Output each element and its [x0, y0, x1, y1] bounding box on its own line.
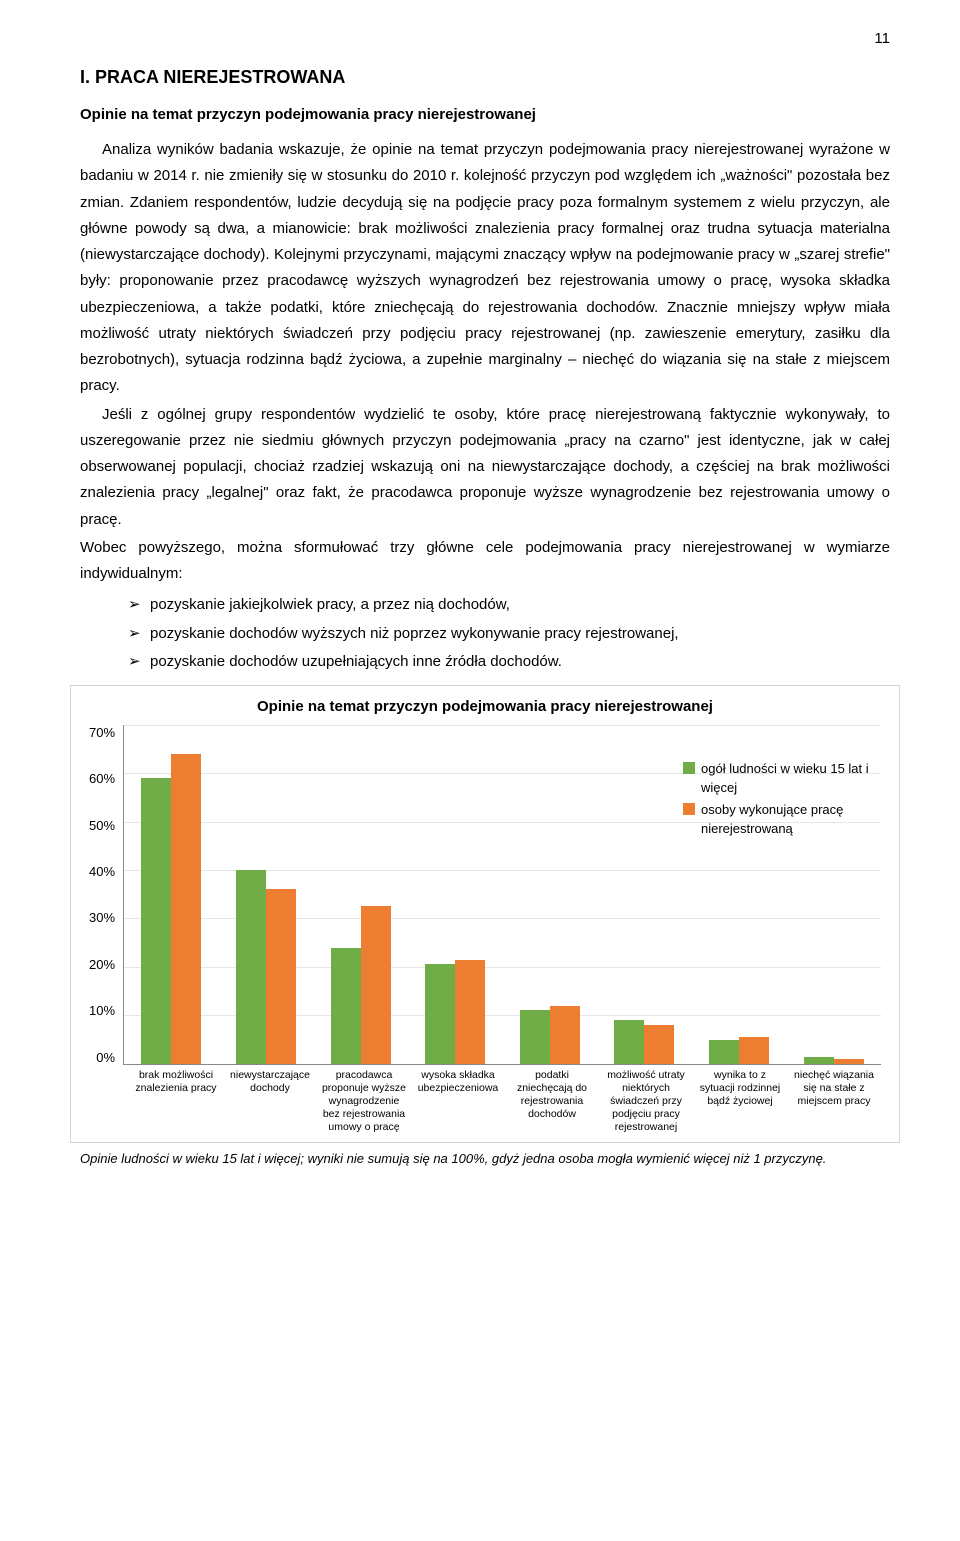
- y-tick-label: 70%: [89, 725, 115, 740]
- bar-group: [219, 725, 314, 1064]
- paragraph-3: Wobec powyższego, można sformułować trzy…: [80, 535, 890, 588]
- y-tick-label: 60%: [89, 771, 115, 786]
- bar: [331, 948, 361, 1064]
- y-tick-label: 50%: [89, 818, 115, 833]
- bar-group: [124, 725, 219, 1064]
- x-tick-label: brak możliwościznalezienia pracy: [129, 1069, 223, 1135]
- y-tick-label: 10%: [89, 1003, 115, 1018]
- paragraph-2: Jeśli z ogólnej grupy respondentów wydzi…: [80, 402, 890, 533]
- x-axis-labels: brak możliwościznalezienia pracyniewysta…: [89, 1069, 881, 1135]
- x-tick-label: wysoka składkaubezpieczeniowa: [411, 1069, 505, 1135]
- x-tick-label: możliwość utratyniektórychświadczeń przy…: [599, 1069, 693, 1135]
- x-tick-label: pracodawcaproponuje wyższewynagrodzenieb…: [317, 1069, 411, 1135]
- bullet-list: pozyskanie jakiejkolwiek pracy, a przez …: [80, 591, 890, 677]
- y-tick-label: 40%: [89, 864, 115, 879]
- chart-caption: Opinie ludności w wieku 15 lat i więcej;…: [80, 1149, 890, 1169]
- bar-group: [692, 725, 787, 1064]
- y-tick-label: 0%: [96, 1050, 115, 1065]
- bar: [520, 1010, 550, 1063]
- bullet-item: pozyskanie dochodów wyższych niż poprzez…: [128, 620, 890, 649]
- paragraph-1: Analiza wyników badania wskazuje, że opi…: [80, 137, 890, 400]
- y-axis: 70% 60% 50% 40% 30% 20% 10% 0%: [89, 725, 123, 1065]
- bars-row: [124, 725, 881, 1064]
- x-tick-label: niewystarczającedochody: [223, 1069, 317, 1135]
- chart-title: Opinie na temat przyczyn podejmowania pr…: [89, 698, 881, 715]
- section-heading: I. PRACA NIEREJESTROWANA: [80, 67, 890, 88]
- x-tick-label: podatkizniechęcają dorejestrowaniadochod…: [505, 1069, 599, 1135]
- bar: [361, 906, 391, 1063]
- chart-area: 70% 60% 50% 40% 30% 20% 10% 0% ogół ludności w …: [89, 725, 881, 1065]
- bar-group: [503, 725, 598, 1064]
- x-tick-label: niechęć wiązaniasię na stałe zmiejscem p…: [787, 1069, 881, 1135]
- bar: [614, 1020, 644, 1064]
- bar: [739, 1037, 769, 1064]
- bar: [804, 1057, 834, 1064]
- bar: [236, 870, 266, 1064]
- y-tick-label: 20%: [89, 957, 115, 972]
- bar: [171, 754, 201, 1064]
- bullet-item: pozyskanie dochodów uzupełniających inne…: [128, 648, 890, 677]
- bar: [644, 1025, 674, 1064]
- bar: [709, 1040, 739, 1064]
- chart-plot: ogół ludności w wieku 15 lat i więcejoso…: [123, 725, 881, 1065]
- bar-group: [597, 725, 692, 1064]
- bar: [834, 1059, 864, 1064]
- bar-group: [786, 725, 881, 1064]
- x-tick-label: wynika to zsytuacji rodzinnejbądź życiow…: [693, 1069, 787, 1135]
- chart-container: Opinie na temat przyczyn podejmowania pr…: [70, 685, 900, 1144]
- page-number: 11: [80, 30, 890, 47]
- bar: [425, 964, 455, 1063]
- y-tick-label: 30%: [89, 910, 115, 925]
- bar: [550, 1006, 580, 1064]
- bar: [455, 960, 485, 1064]
- bar-group: [313, 725, 408, 1064]
- bullet-item: pozyskanie jakiejkolwiek pracy, a przez …: [128, 591, 890, 620]
- bar: [266, 889, 296, 1063]
- bar: [141, 778, 171, 1064]
- section-subheading: Opinie na temat przyczyn podejmowania pr…: [80, 106, 890, 123]
- bar-group: [408, 725, 503, 1064]
